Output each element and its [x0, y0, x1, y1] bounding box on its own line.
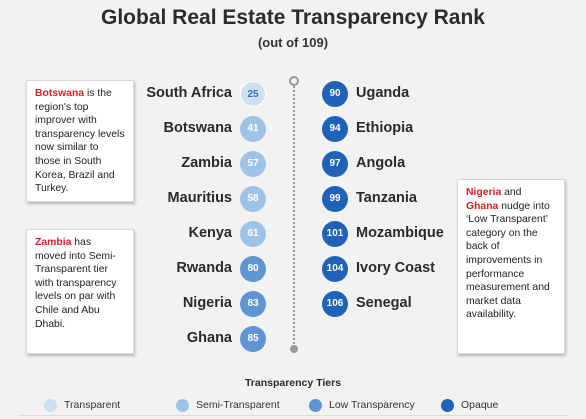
country-name: Uganda: [356, 85, 410, 101]
legend-dot: [44, 399, 57, 412]
rank-row-zambia: Zambia 57: [40, 151, 266, 177]
rank-row-angola: Angola 97: [322, 151, 462, 177]
legend-label: Opaque: [461, 399, 499, 411]
note-nigeria-ghana: Nigeria and Ghana nudge into ‘Low Transp…: [457, 179, 565, 354]
rank-circle: 106: [322, 291, 348, 317]
rank-row-tanzania: Tanzania 99: [322, 186, 462, 212]
country-name: Ethiopia: [356, 120, 414, 136]
note-ghana-highlight: Ghana: [466, 200, 499, 212]
rank-circle: 85: [240, 326, 266, 352]
rank-row-kenya: Kenya 61: [40, 221, 266, 247]
country-name: Kenya: [188, 225, 232, 241]
country-name: Zambia: [181, 155, 232, 171]
rank-row-senegal: Senegal 106: [322, 291, 462, 317]
rank-circle: 94: [322, 116, 348, 142]
legend-label: Low Transparency: [329, 399, 415, 411]
country-name: Mozambique: [356, 225, 444, 241]
rank-row-uganda: Uganda 90: [322, 81, 462, 107]
note-zambia: Zambia has moved into Semi-Transparent t…: [26, 229, 134, 354]
rank-circle: 57: [240, 151, 266, 177]
note-botswana: Botswana is the region's top improver wi…: [26, 80, 134, 202]
note-botswana-highlight: Botswana: [35, 88, 85, 99]
rank-circle: 25: [240, 81, 266, 107]
rank-row-mozambique: Mozambique 101: [322, 221, 462, 247]
note-nigeria-highlight: Nigeria: [466, 187, 502, 198]
legend-divider: [18, 415, 568, 416]
legend-dot: [309, 399, 322, 412]
legend-title: Transparency Tiers: [244, 377, 342, 389]
country-name: Ghana: [186, 330, 232, 346]
country-name: Nigeria: [182, 295, 232, 311]
note-nigeria-ghana-text: nudge into ‘Low Transparent’ category on…: [466, 200, 550, 321]
rank-circle: 97: [322, 151, 348, 177]
country-name: Botswana: [163, 120, 233, 136]
chart-subtitle: (out of 109): [257, 35, 329, 50]
rank-circle: 58: [240, 186, 266, 212]
legend-label: Transparent: [64, 399, 121, 411]
rank-row-nigeria: Nigeria 83: [40, 291, 266, 317]
rank-circle: 90: [322, 81, 348, 107]
divider-top-ring: [289, 76, 299, 86]
rank-row-ghana: Ghana 85: [40, 326, 266, 352]
rank-circle: 80: [240, 256, 266, 282]
rank-circle: 101: [322, 221, 348, 247]
divider-bottom-dot: [290, 345, 298, 353]
country-name: Angola: [356, 155, 406, 171]
country-name: Mauritius: [167, 190, 232, 206]
country-name: South Africa: [146, 85, 232, 101]
rank-circle: 83: [240, 291, 266, 317]
rank-circle: 104: [322, 256, 348, 282]
country-name: Senegal: [356, 295, 412, 311]
rank-circle: 99: [322, 186, 348, 212]
rank-circle: 61: [240, 221, 266, 247]
rank-row-botswana: Botswana 41: [40, 116, 266, 142]
note-zambia-highlight: Zambia: [35, 237, 72, 248]
rank-row-mauritius: Mauritius 58: [40, 186, 266, 212]
rank-row-ivory-coast: Ivory Coast 104: [322, 256, 462, 282]
country-name: Rwanda: [176, 260, 232, 276]
chart-title: Global Real Estate Transparency Rank: [101, 6, 485, 29]
legend-dot: [441, 399, 454, 412]
country-name: Tanzania: [356, 190, 417, 206]
divider-line: [293, 86, 295, 348]
note-zambia-text: has moved into Semi-Transparent tier wit…: [35, 237, 117, 330]
note-botswana-text: is the region's top improver with transp…: [35, 88, 125, 195]
rank-row-south-africa: South Africa 25: [40, 81, 266, 107]
rank-circle: 41: [240, 116, 266, 142]
note-and-text: and: [501, 187, 522, 198]
country-name: Ivory Coast: [356, 260, 435, 276]
legend-label: Semi-Transparent: [196, 399, 280, 411]
rank-row-rwanda: Rwanda 80: [40, 256, 266, 282]
rank-row-ethiopia: Ethiopia 94: [322, 116, 462, 142]
legend-dot: [176, 399, 189, 412]
